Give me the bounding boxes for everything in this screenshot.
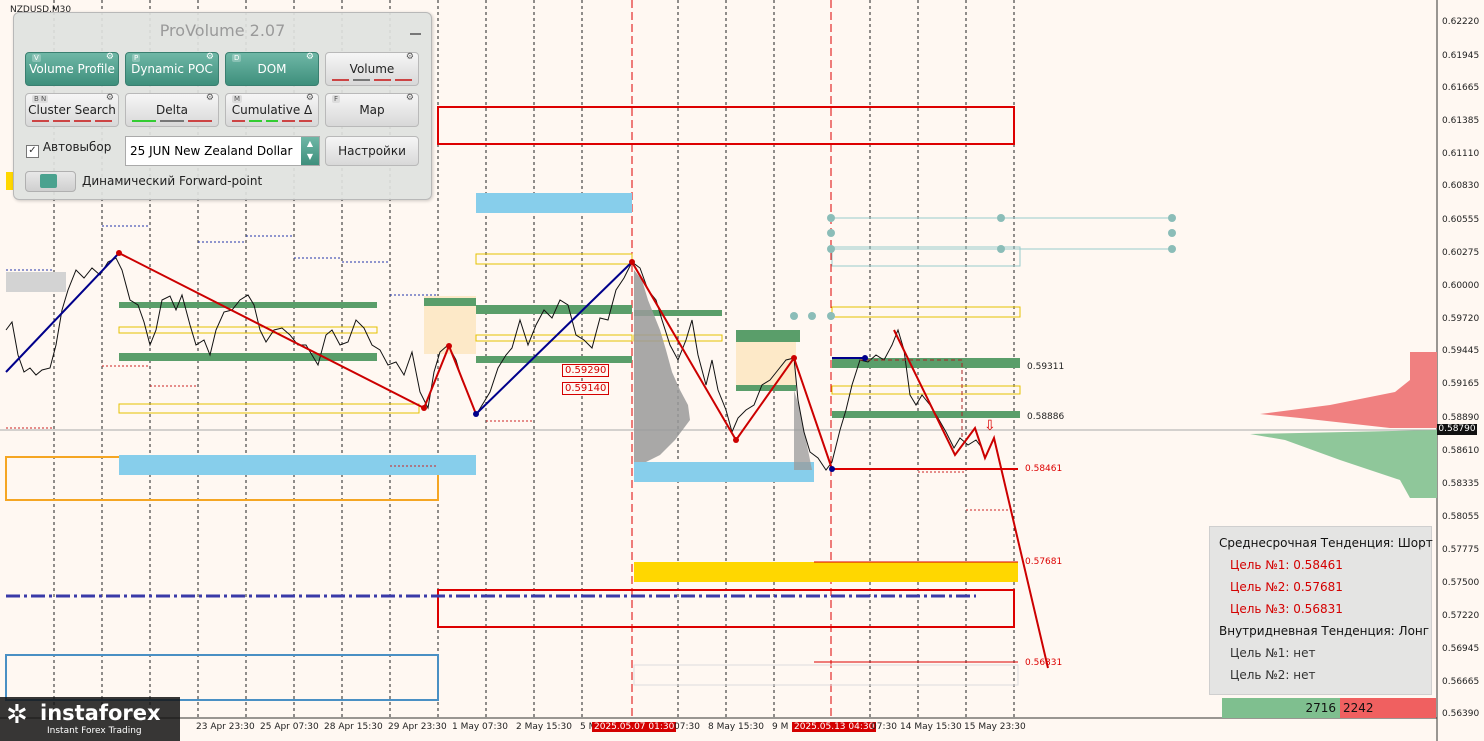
volume-button[interactable]: ⚙ Volume [325, 52, 419, 86]
trend-info-box: Среднесрочная Тенденция: Шорт Цель №1: 0… [1209, 526, 1433, 695]
forward-point-label: Динамический Forward-point [82, 174, 263, 188]
level-label: 0.58886 [1027, 412, 1065, 422]
indicator-dots [232, 120, 312, 123]
map-button[interactable]: F ⚙ Map [325, 93, 419, 127]
medium-target-1: Цель №1: 0.58461 [1230, 558, 1343, 572]
instaforex-logo: ✲ instaforex Instant Forex Trading [0, 697, 180, 741]
medium-target-2: Цель №2: 0.57681 [1230, 580, 1343, 594]
gear-icon[interactable]: ⚙ [105, 93, 114, 103]
level-label: 0.57681 [1025, 557, 1063, 567]
level-label: 0.58461 [1025, 464, 1063, 474]
svg-text:⇩: ⇩ [984, 418, 996, 434]
logo-mark-icon: ✲ [6, 700, 28, 730]
forward-point-toggle[interactable] [25, 171, 76, 192]
support-zone [437, 589, 1015, 628]
dynamic-poc-button[interactable]: P ⚙ Dynamic POC [125, 52, 219, 86]
gear-icon[interactable]: ⚙ [405, 93, 414, 103]
cluster-search-button[interactable]: B N ⚙ Cluster Search [25, 93, 119, 127]
gear-icon[interactable]: ⚙ [305, 52, 314, 62]
price-series [5, 257, 983, 471]
target-zone-yellow [634, 562, 1018, 582]
gear-icon[interactable]: ⚙ [205, 93, 214, 103]
contract-select[interactable]: 25 JUN New Zealand Dollar ▲ ▼ [125, 136, 320, 166]
minimize-icon[interactable] [410, 33, 421, 35]
medium-target-3: Цель №3: 0.56831 [1230, 602, 1343, 616]
spinner-arrows-icon[interactable]: ▲ ▼ [301, 137, 319, 165]
panel-title: ProVolume 2.07 [159, 21, 286, 40]
settings-button[interactable]: Настройки [325, 136, 419, 166]
provolume-panel: ProVolume 2.07 V ⚙ Volume Profile P ⚙ Dyna… [13, 12, 432, 200]
indicator-dots [32, 120, 112, 123]
intraday-target-1: Цель №1: нет [1230, 646, 1316, 660]
volume-profile-button[interactable]: V ⚙ Volume Profile [25, 52, 119, 86]
delta-sell: 2242 [1340, 698, 1436, 718]
auto-select-checkbox[interactable]: ✓ Автовыбор [26, 140, 111, 158]
delta-buy: 2716 [1222, 698, 1340, 718]
gear-icon[interactable]: ⚙ [305, 93, 314, 103]
dom-button[interactable]: D ⚙ DOM [225, 52, 319, 86]
delta-bar: 2716 2242 [1222, 698, 1436, 718]
gear-icon[interactable]: ⚙ [105, 52, 114, 62]
blue-outline-zone [5, 654, 439, 701]
indicator-dots [132, 120, 212, 123]
intraday-target-2: Цель №2: нет [1230, 668, 1316, 682]
delta-button[interactable]: ⚙ Delta [125, 93, 219, 127]
current-price-badge: 0.58790 [1437, 424, 1477, 435]
resistance-zone [437, 106, 1015, 145]
level-box: 0.59140 [562, 382, 610, 395]
level-box: 0.59290 [562, 364, 610, 377]
gear-icon[interactable]: ⚙ [205, 52, 214, 62]
checkmark-icon[interactable]: ✓ [26, 145, 39, 158]
level-label: 0.56831 [1025, 658, 1063, 668]
indicator-dots [332, 79, 412, 82]
cumulative-delta-button[interactable]: M ⚙ Cumulative Δ [225, 93, 319, 127]
medium-trend: Среднесрочная Тенденция: Шорт [1219, 536, 1433, 550]
intraday-trend: Внутридневная Тенденция: Лонг [1219, 624, 1430, 638]
level-label: 0.59311 [1027, 362, 1065, 372]
gear-icon[interactable]: ⚙ [405, 52, 414, 62]
symbol-label: NZDUSD,M30 [10, 5, 72, 15]
